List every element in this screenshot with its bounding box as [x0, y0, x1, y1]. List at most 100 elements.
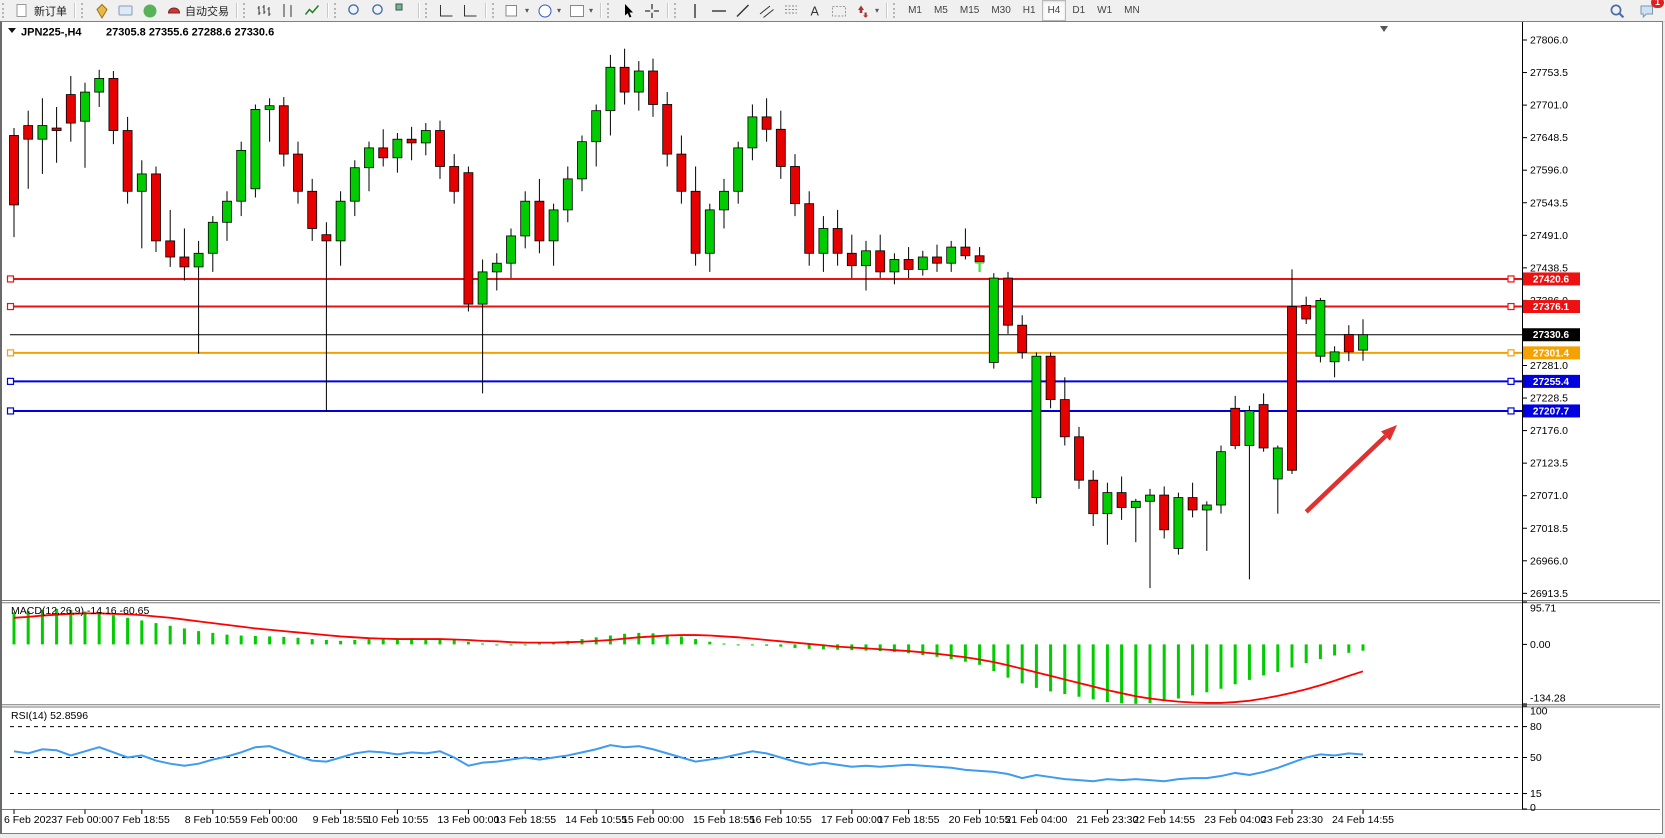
cursor-button[interactable]	[616, 0, 640, 21]
svg-text:21 Feb 04:00: 21 Feb 04:00	[1005, 814, 1067, 826]
crosshair-icon	[644, 3, 660, 19]
notifications-button[interactable]: 1	[1635, 0, 1664, 21]
candlestick-chart-button[interactable]	[276, 0, 300, 21]
svg-text:17 Feb 18:55: 17 Feb 18:55	[878, 814, 940, 826]
text-annotation-t[interactable]: T	[975, 259, 984, 276]
auto-scroll-button[interactable]	[434, 0, 458, 21]
periods-button[interactable]: ▾	[533, 0, 565, 21]
timeframe-d1-button[interactable]: D1	[1072, 5, 1086, 16]
channel-button[interactable]: E	[755, 0, 779, 21]
zoom-in-button[interactable]	[343, 0, 367, 21]
chevron-down-icon: ▾	[875, 6, 880, 15]
svg-text:80: 80	[1530, 721, 1542, 733]
vertical-line-button[interactable]	[683, 0, 707, 21]
svg-text:27420.6: 27420.6	[1533, 274, 1570, 285]
rsi-pane	[10, 726, 1522, 795]
svg-text:24 Feb 14:55: 24 Feb 14:55	[1332, 814, 1394, 826]
arrows-button[interactable]: ▾	[851, 0, 883, 21]
search-icon	[1609, 3, 1625, 19]
new-order-icon	[15, 3, 31, 19]
timeframe-h4-button[interactable]: H4	[1041, 0, 1067, 21]
timeframe-mn-button[interactable]: MN	[1124, 5, 1140, 16]
svg-text:15: 15	[1530, 788, 1542, 800]
hline-27255.4[interactable]	[6, 377, 1523, 385]
clock-icon	[537, 3, 553, 19]
hline-27207.7[interactable]	[6, 407, 1523, 415]
svg-text:21 Feb 23:30: 21 Feb 23:30	[1076, 814, 1138, 826]
signals-button[interactable]	[138, 0, 162, 21]
svg-text:T: T	[975, 259, 984, 276]
zoom-in-icon	[347, 3, 363, 19]
timeframe-m15-button[interactable]: M15	[959, 5, 980, 16]
svg-text:27301.4: 27301.4	[1533, 348, 1570, 359]
community-button[interactable]	[114, 0, 138, 21]
channel-icon: E	[759, 3, 775, 19]
indicators-icon	[505, 3, 521, 19]
svg-text:-134.28: -134.28	[1530, 693, 1566, 705]
svg-text:27543.5: 27543.5	[1530, 197, 1568, 209]
hline-27376.1[interactable]	[6, 302, 1523, 311]
svg-text:8 Feb 10:55: 8 Feb 10:55	[185, 814, 241, 826]
autotrade-icon	[166, 3, 182, 19]
svg-text:27176.0: 27176.0	[1530, 425, 1568, 437]
svg-text:20 Feb 10:55: 20 Feb 10:55	[949, 814, 1011, 826]
timeframe-m30-button[interactable]: M30	[991, 5, 1011, 16]
price-axis: 27806.0 27753.5 27701.0 27648.5 27596.0 27543…	[4, 35, 1580, 826]
svg-text:7 Feb 18:55: 7 Feb 18:55	[114, 814, 170, 826]
svg-text:7 Feb 00:00: 7 Feb 00:00	[57, 814, 113, 826]
timeframe-m1-button[interactable]: M1	[908, 5, 922, 16]
svg-text:17 Feb 00:00: 17 Feb 00:00	[821, 814, 883, 826]
template-icon	[569, 3, 585, 19]
horizontal-line-objects[interactable]	[6, 275, 1523, 415]
indicators-button[interactable]: ▾	[501, 0, 533, 21]
svg-text:13 Feb 00:00: 13 Feb 00:00	[437, 814, 499, 826]
svg-text:16 Feb 10:55: 16 Feb 10:55	[750, 814, 812, 826]
trendline-button[interactable]	[731, 0, 755, 21]
candle-chart-icon	[280, 3, 296, 19]
svg-text:27491.0: 27491.0	[1530, 230, 1568, 242]
text-button[interactable]: A	[803, 0, 827, 21]
symbol-dropdown-icon[interactable]	[8, 28, 16, 33]
crosshair-button[interactable]	[640, 0, 664, 21]
timeframe-w1-button[interactable]: W1	[1097, 5, 1113, 16]
timeframe-h1-button[interactable]: H1	[1022, 5, 1036, 16]
svg-text:27806.0: 27806.0	[1530, 35, 1568, 47]
auto-scroll-icon	[438, 3, 454, 19]
templates-button[interactable]: ▾	[565, 0, 597, 21]
trendline-icon	[735, 3, 751, 19]
fibonacci-button[interactable]: F	[779, 0, 803, 21]
tile-windows-button[interactable]	[391, 0, 415, 21]
macd-pane	[12, 608, 1365, 704]
svg-text:6 Feb 2023: 6 Feb 2023	[4, 814, 57, 826]
svg-text:10 Feb 10:55: 10 Feb 10:55	[366, 814, 428, 826]
svg-text:26913.5: 26913.5	[1530, 588, 1568, 600]
macd-indicator-label: MACD(12,26,9) -14.16 -60.65	[11, 605, 149, 617]
svg-text:27648.5: 27648.5	[1530, 132, 1568, 144]
line-chart-button[interactable]	[300, 0, 324, 21]
timeframe-m5-button[interactable]: M5	[933, 5, 948, 16]
market-button[interactable]	[90, 0, 114, 21]
bar-chart-button[interactable]	[252, 0, 276, 21]
zoom-out-button[interactable]	[367, 0, 391, 21]
annotations[interactable]: T	[975, 259, 1398, 514]
new-order-button[interactable]: 新订单	[11, 0, 71, 21]
text-label-button[interactable]: T	[827, 0, 851, 21]
chart-shift-icon	[462, 3, 478, 19]
vertical-line-icon	[687, 3, 703, 19]
horizontal-line-button[interactable]	[707, 0, 731, 21]
cursor-icon	[620, 3, 636, 19]
chart-shift-button[interactable]	[458, 0, 482, 21]
chart-window: 27806.0 27753.5 27701.0 27648.5 27596.0 27543…	[0, 21, 1663, 834]
autotrade-button-label: 自动交易	[185, 5, 229, 18]
hline-27301.4[interactable]	[6, 349, 1523, 357]
label-icon: T	[831, 3, 847, 19]
autotrade-button[interactable]: 自动交易	[162, 0, 233, 21]
svg-text:14 Feb 10:55: 14 Feb 10:55	[565, 814, 627, 826]
svg-text:27281.0: 27281.0	[1530, 360, 1568, 372]
chart-canvas[interactable]: 27806.0 27753.5 27701.0 27648.5 27596.0 27543…	[2, 22, 1663, 833]
hline-27420.6[interactable]	[6, 275, 1523, 283]
chevron-down-icon: ▾	[557, 6, 562, 15]
trend-arrow-annotation[interactable]	[1304, 425, 1398, 514]
search-button[interactable]	[1605, 0, 1629, 21]
new-order-button-label: 新订单	[34, 5, 67, 18]
